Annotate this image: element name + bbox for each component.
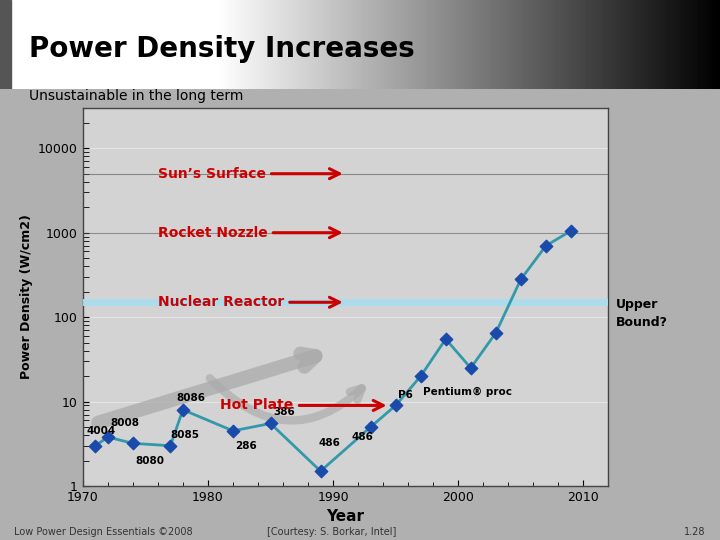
- Text: 486: 486: [318, 438, 340, 448]
- X-axis label: Year: Year: [327, 509, 364, 524]
- Bar: [0, 0, 11, 89]
- Point: [89, 441, 101, 450]
- Text: P6: P6: [398, 390, 413, 400]
- Text: Unsustainable in the long term: Unsustainable in the long term: [29, 89, 243, 103]
- Text: Pentium® proc: Pentium® proc: [423, 387, 512, 397]
- Text: Low Power Design Essentials ©2008: Low Power Design Essentials ©2008: [14, 527, 193, 537]
- Text: Rocket Nozzle: Rocket Nozzle: [158, 226, 339, 240]
- Text: 8080: 8080: [135, 456, 164, 465]
- Text: 8086: 8086: [176, 393, 206, 403]
- Text: 8085: 8085: [171, 430, 199, 440]
- Point: [177, 406, 189, 414]
- Point: [265, 419, 276, 428]
- Text: Sun’s Surface: Sun’s Surface: [158, 167, 339, 181]
- Point: [465, 363, 477, 372]
- Point: [415, 372, 426, 381]
- Point: [565, 227, 577, 235]
- Point: [102, 433, 114, 441]
- Point: [127, 439, 139, 448]
- Text: 4004: 4004: [86, 426, 116, 436]
- FancyArrowPatch shape: [98, 354, 315, 423]
- Text: 1.28: 1.28: [684, 527, 706, 537]
- FancyArrowPatch shape: [210, 378, 361, 421]
- Point: [315, 467, 326, 475]
- Text: 386: 386: [273, 407, 294, 417]
- Text: [Courtesy: S. Borkar, Intel]: [Courtesy: S. Borkar, Intel]: [266, 527, 396, 537]
- Point: [165, 441, 176, 450]
- Text: Upper
Bound?: Upper Bound?: [616, 298, 668, 329]
- Text: Power Density Increases: Power Density Increases: [29, 35, 415, 63]
- Text: 286: 286: [235, 441, 257, 451]
- Point: [490, 329, 502, 338]
- Text: 486: 486: [352, 432, 374, 442]
- Point: [515, 275, 526, 284]
- Text: Hot Plate: Hot Plate: [220, 399, 383, 413]
- Point: [228, 427, 239, 435]
- Text: Nuclear Reactor: Nuclear Reactor: [158, 295, 339, 309]
- Point: [390, 401, 402, 410]
- Point: [440, 335, 451, 343]
- Point: [365, 423, 377, 431]
- Text: 8008: 8008: [110, 418, 140, 429]
- Y-axis label: Power Density (W/cm2): Power Density (W/cm2): [19, 214, 32, 380]
- Point: [540, 241, 552, 250]
